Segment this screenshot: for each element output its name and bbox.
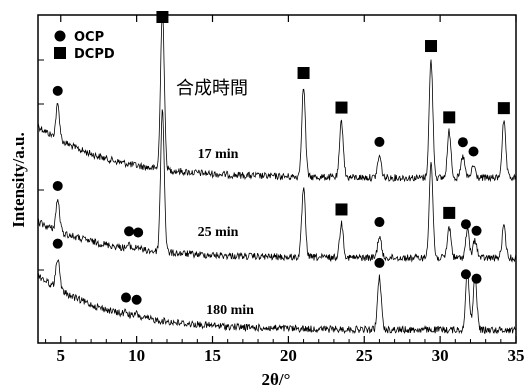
legend-square-icon [54, 47, 66, 59]
x-tick-label: 15 [204, 346, 221, 365]
legend: OCP DCPD [54, 30, 115, 62]
ocp-marker [374, 217, 385, 228]
plot-content: 17 min 25 min 180 min [38, 11, 516, 335]
x-axis-label: 2θ/° [262, 370, 291, 388]
y-axis-label: Intensity/a.u. [9, 132, 28, 227]
ocp-marker [457, 137, 468, 148]
dcpd-marker [443, 206, 456, 219]
series-line-1 [38, 15, 516, 183]
ocp-marker [471, 225, 482, 236]
series-line-3 [38, 259, 516, 335]
dcpd-marker [297, 66, 310, 79]
ocp-marker [468, 146, 479, 157]
ocp-marker [374, 136, 385, 147]
dcpd-marker [335, 203, 348, 216]
dcpd-marker [335, 101, 348, 114]
ocp-marker [133, 227, 144, 238]
dcpd-marker [443, 111, 456, 124]
dcpd-marker [156, 11, 169, 23]
ocp-marker [460, 219, 471, 230]
x-tick-label: 10 [128, 346, 145, 365]
legend-label: DCPD [74, 47, 115, 62]
ocp-marker [471, 273, 482, 284]
x-tick-label: 35 [508, 346, 525, 365]
series-label-1: 17 min [198, 147, 239, 162]
annotation-label: 合成時間 [176, 78, 248, 99]
x-tick-label: 30 [432, 346, 449, 365]
legend-label: OCP [74, 30, 104, 45]
ocp-marker [52, 180, 63, 191]
legend-circle-icon [54, 30, 66, 42]
ocp-marker [131, 294, 142, 305]
dcpd-marker [497, 102, 510, 115]
dcpd-marker [425, 40, 438, 53]
series-label-3: 180 min [206, 303, 254, 318]
ocp-marker [124, 226, 135, 237]
series-label-2: 25 min [198, 225, 239, 240]
ocp-marker [374, 257, 385, 268]
plot-frame [37, 14, 517, 344]
x-tick-label: 20 [280, 346, 297, 365]
plot-area [38, 15, 516, 335]
ocp-marker [460, 269, 471, 280]
x-tick-label: 25 [356, 346, 373, 365]
ocp-marker [52, 238, 63, 249]
series-line-2 [38, 109, 516, 263]
x-tick-label: 5 [57, 346, 66, 365]
ocp-marker [52, 85, 63, 96]
x-axis-ticks: 5 10 15 20 25 30 35 [38, 15, 525, 365]
ocp-marker [121, 292, 132, 303]
